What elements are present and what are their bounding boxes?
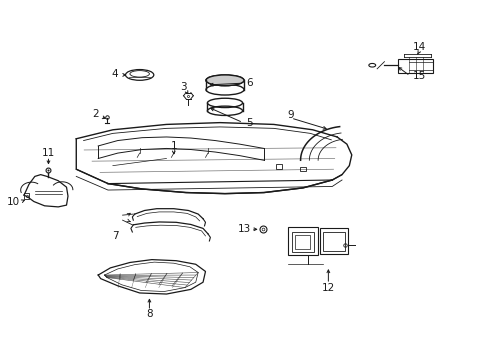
Bar xyxy=(300,167,305,171)
Text: 1: 1 xyxy=(170,141,177,151)
Text: 9: 9 xyxy=(287,111,294,121)
Ellipse shape xyxy=(205,75,244,86)
Text: 10: 10 xyxy=(6,197,20,207)
Text: 15: 15 xyxy=(411,71,425,81)
Text: 11: 11 xyxy=(42,148,55,158)
Bar xyxy=(294,235,310,249)
Text: 8: 8 xyxy=(146,310,152,319)
Text: 7: 7 xyxy=(112,231,119,240)
Bar xyxy=(292,232,313,252)
Bar xyxy=(24,193,29,199)
Text: 3: 3 xyxy=(180,82,186,92)
Text: 2: 2 xyxy=(92,109,99,119)
Text: 14: 14 xyxy=(411,42,425,52)
Text: 4: 4 xyxy=(111,69,118,79)
Bar xyxy=(320,228,347,253)
Text: 6: 6 xyxy=(245,78,252,88)
Bar xyxy=(397,59,432,73)
Text: 5: 5 xyxy=(245,118,252,128)
Bar xyxy=(288,226,317,255)
Bar xyxy=(275,164,281,168)
Text: 13: 13 xyxy=(237,224,251,234)
Text: 12: 12 xyxy=(321,283,334,293)
Bar xyxy=(323,232,344,251)
